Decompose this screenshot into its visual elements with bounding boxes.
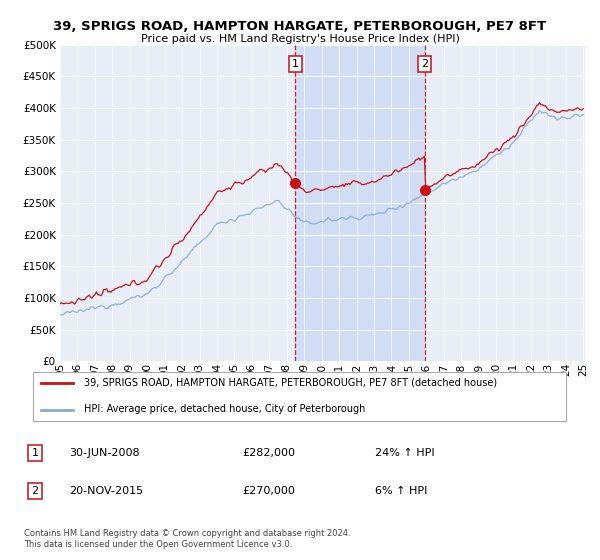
Text: 1: 1 <box>292 59 299 69</box>
Text: 24% ↑ HPI: 24% ↑ HPI <box>375 447 434 458</box>
Bar <box>295 45 425 361</box>
Text: £282,000: £282,000 <box>242 447 295 458</box>
Text: Price paid vs. HM Land Registry's House Price Index (HPI): Price paid vs. HM Land Registry's House … <box>140 34 460 44</box>
Text: 30-JUN-2008: 30-JUN-2008 <box>70 447 140 458</box>
Text: 2: 2 <box>31 486 38 496</box>
FancyBboxPatch shape <box>33 372 566 421</box>
Text: 39, SPRIGS ROAD, HAMPTON HARGATE, PETERBOROUGH, PE7 8FT (detached house): 39, SPRIGS ROAD, HAMPTON HARGATE, PETERB… <box>84 378 497 388</box>
Text: HPI: Average price, detached house, City of Peterborough: HPI: Average price, detached house, City… <box>84 404 365 414</box>
Text: 1: 1 <box>32 447 38 458</box>
Text: 6% ↑ HPI: 6% ↑ HPI <box>375 486 427 496</box>
Text: £270,000: £270,000 <box>242 486 295 496</box>
Text: 20-NOV-2015: 20-NOV-2015 <box>70 486 144 496</box>
Text: 39, SPRIGS ROAD, HAMPTON HARGATE, PETERBOROUGH, PE7 8FT: 39, SPRIGS ROAD, HAMPTON HARGATE, PETERB… <box>53 20 547 32</box>
Text: Contains HM Land Registry data © Crown copyright and database right 2024.
This d: Contains HM Land Registry data © Crown c… <box>24 529 350 549</box>
Text: 2: 2 <box>421 59 428 69</box>
